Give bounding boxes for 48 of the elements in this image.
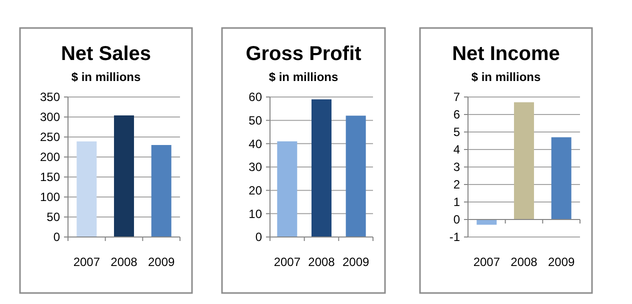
y-tick-label: -1 bbox=[449, 230, 460, 244]
y-tick-label: 100 bbox=[40, 190, 60, 204]
y-tick-label: 6 bbox=[453, 108, 460, 122]
chart-subtitle: $ in millions bbox=[471, 70, 541, 84]
bar bbox=[114, 115, 134, 237]
x-tick-label: 2007 bbox=[73, 255, 100, 269]
x-tick-label: 2009 bbox=[548, 255, 576, 269]
bar bbox=[277, 141, 298, 237]
y-tick-label: 50 bbox=[46, 210, 60, 224]
y-tick-label: 250 bbox=[40, 130, 60, 144]
y-tick-label: 4 bbox=[453, 142, 460, 157]
y-tick-label: 2 bbox=[453, 178, 460, 192]
y-tick-label: 0 bbox=[53, 230, 60, 244]
y-tick-label: 20 bbox=[248, 184, 262, 198]
bar bbox=[551, 137, 572, 220]
bar bbox=[312, 99, 332, 237]
chart-title: Net Sales bbox=[60, 43, 152, 65]
chart-subtitle: $ in millions bbox=[71, 70, 141, 84]
x-tick-label: 2007 bbox=[473, 255, 500, 269]
y-tick-label: 1 bbox=[453, 195, 460, 210]
y-tick-label: 300 bbox=[40, 110, 60, 124]
bar bbox=[476, 220, 497, 225]
y-tick-label: 0 bbox=[453, 212, 460, 227]
y-tick-label: 10 bbox=[248, 206, 262, 221]
y-tick-label: 150 bbox=[40, 170, 60, 184]
x-tick-label: 2009 bbox=[342, 255, 370, 269]
y-tick-label: 40 bbox=[248, 136, 262, 151]
y-tick-label: 5 bbox=[453, 125, 460, 140]
x-tick-label: 2008 bbox=[510, 255, 538, 269]
x-tick-label: 2009 bbox=[148, 255, 176, 269]
x-tick-label: 2008 bbox=[110, 255, 138, 269]
y-tick-label: 350 bbox=[40, 90, 60, 104]
y-tick-label: 7 bbox=[453, 90, 460, 104]
y-tick-label: 3 bbox=[453, 160, 460, 174]
chart-subtitle: $ in millions bbox=[268, 70, 338, 84]
y-tick-label: 60 bbox=[248, 90, 262, 104]
chart-title: Gross Profit bbox=[246, 43, 362, 65]
x-tick-label: 2007 bbox=[274, 255, 301, 269]
bar bbox=[514, 102, 534, 220]
x-tick-label: 2008 bbox=[308, 255, 336, 269]
y-tick-label: 50 bbox=[248, 114, 262, 128]
y-tick-label: 200 bbox=[40, 150, 60, 164]
bar bbox=[76, 141, 97, 237]
bar bbox=[346, 116, 366, 237]
chart-title: Net Income bbox=[452, 43, 560, 65]
y-tick-label: 30 bbox=[248, 160, 262, 174]
y-tick-label: 0 bbox=[255, 230, 262, 244]
bar bbox=[151, 145, 172, 237]
